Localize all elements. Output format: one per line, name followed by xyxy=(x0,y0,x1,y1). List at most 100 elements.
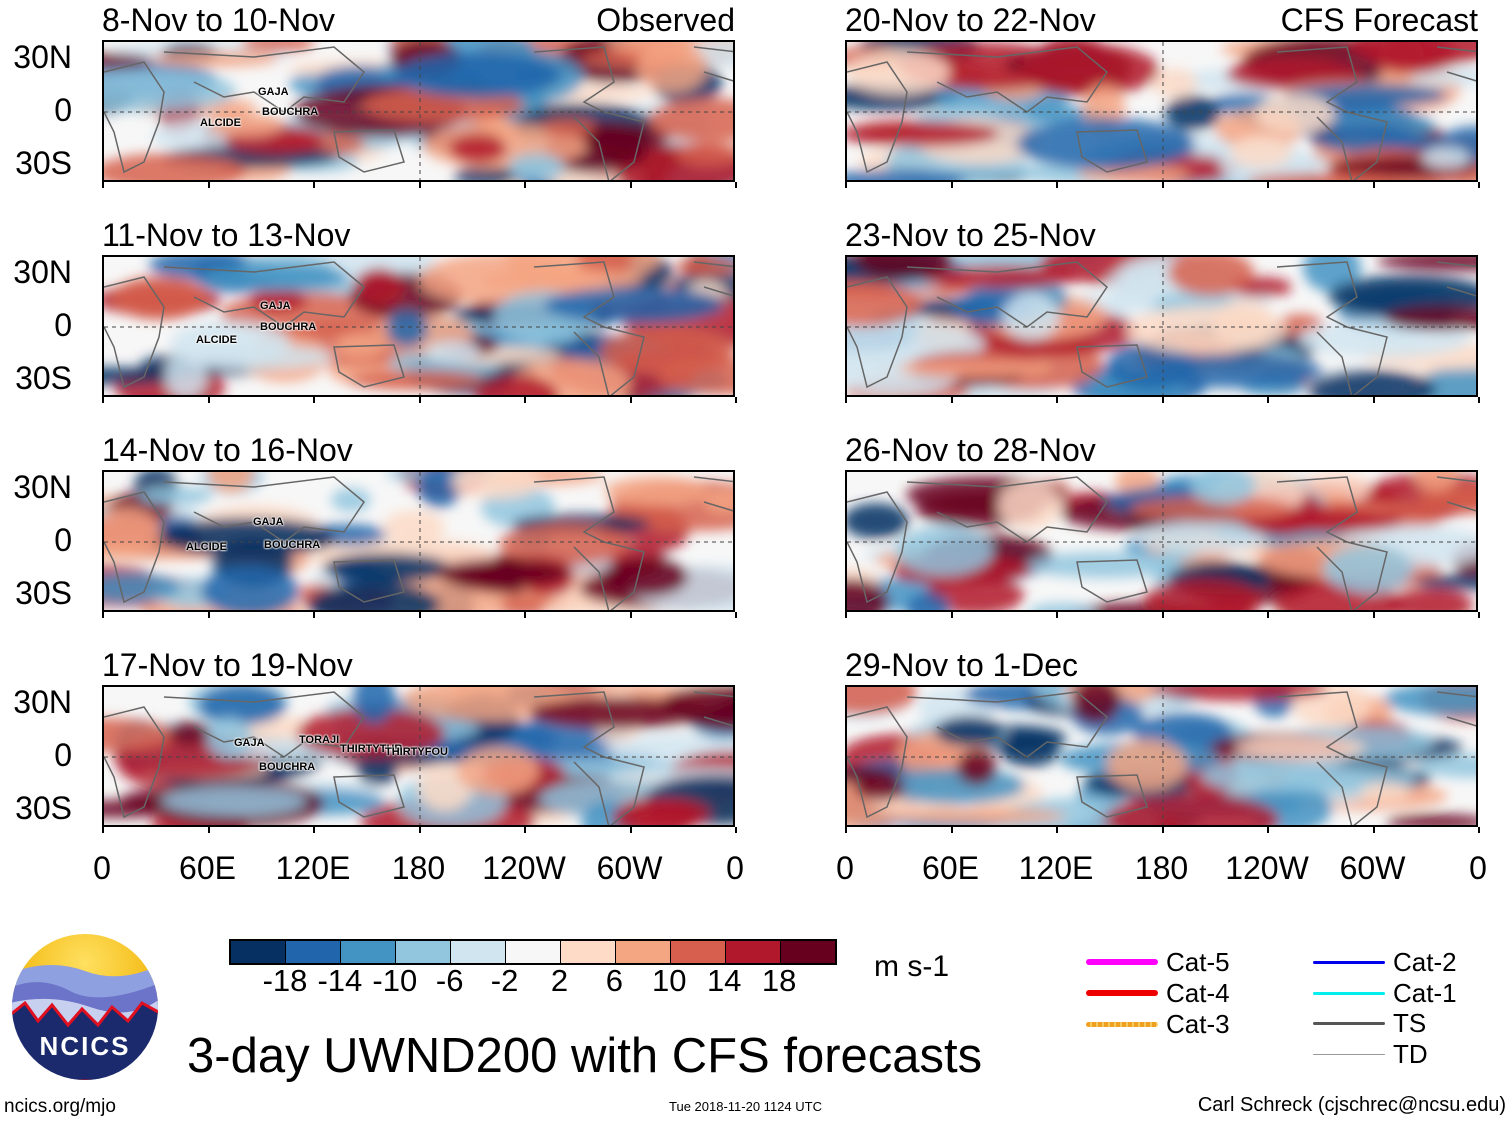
anomaly-blob xyxy=(198,687,286,725)
lon-tick xyxy=(1056,182,1058,188)
anomaly-blob xyxy=(161,786,307,816)
anomaly-blob xyxy=(847,579,889,610)
anomaly-blob xyxy=(104,507,161,557)
storm-label: TORAJI xyxy=(299,734,340,746)
panel-title: 14-Nov to 16-Nov xyxy=(102,432,353,468)
lon-tick xyxy=(950,612,953,618)
anomaly-blob xyxy=(1323,545,1413,593)
colorbar-swatch xyxy=(671,941,726,963)
coastline-americas xyxy=(533,691,645,825)
anomaly-blob xyxy=(529,697,705,729)
lon-tick xyxy=(845,612,847,618)
lon-tick xyxy=(950,182,953,188)
lon-tick xyxy=(102,827,104,833)
coastline-africa xyxy=(847,491,908,604)
anomaly-blob xyxy=(1386,814,1476,825)
lon-tick xyxy=(735,397,737,403)
anomaly-blob xyxy=(139,487,213,505)
lon-label: 0 xyxy=(726,850,744,886)
colorbar-label: 10 xyxy=(652,963,687,998)
lon-tick xyxy=(418,827,421,833)
coastline-africa xyxy=(104,491,165,604)
anomaly-blob xyxy=(847,281,921,327)
anomaly-blob xyxy=(1255,94,1335,134)
colorbar-label: -14 xyxy=(317,963,363,998)
lon-tick xyxy=(313,612,315,618)
anomaly-blob xyxy=(704,489,733,513)
anomaly-blob xyxy=(203,263,349,291)
lon-tick xyxy=(950,397,953,403)
anomaly-blob xyxy=(1017,118,1195,170)
coastline-asia xyxy=(906,476,1108,543)
coastline-americas xyxy=(533,261,645,395)
lon-tick xyxy=(629,827,632,833)
coastline-australia xyxy=(333,129,405,173)
lon-tick xyxy=(102,612,104,618)
anomaly-blob xyxy=(112,276,208,320)
anomaly-blob xyxy=(426,340,480,362)
lon-tick xyxy=(1478,397,1480,403)
lon-tick xyxy=(1267,612,1269,618)
legend-line-cat-4 xyxy=(1086,990,1158,996)
coastline-europe xyxy=(1436,691,1476,727)
anomaly-blob xyxy=(1130,496,1294,522)
anomaly-blob xyxy=(920,265,1080,289)
anomaly-blob xyxy=(241,42,315,52)
coastline-australia xyxy=(333,559,405,603)
lon-tick xyxy=(845,182,847,188)
anomaly-blob xyxy=(1135,521,1267,553)
figure-title: 3-day UWND200 with CFS forecasts xyxy=(187,1029,983,1083)
lon-label: 0 xyxy=(93,850,111,886)
anomaly-blob xyxy=(104,153,246,180)
coastline-europe xyxy=(1436,261,1476,297)
anomaly-blob xyxy=(675,258,733,276)
coastline-africa xyxy=(847,61,908,174)
colorbar-swatch xyxy=(561,941,616,963)
coastline-asia xyxy=(163,46,365,113)
legend-line-cat-1 xyxy=(1313,991,1385,995)
anomaly-blob xyxy=(1165,95,1221,131)
legend-label: TD xyxy=(1393,1039,1428,1069)
storm-label: BOUCHRA xyxy=(264,539,321,551)
lon-tick xyxy=(1372,827,1375,833)
coastline-australia xyxy=(1076,559,1148,603)
lon-tick xyxy=(1372,612,1375,618)
lon-tick xyxy=(418,612,421,618)
anomaly-blob xyxy=(151,51,279,67)
anomaly-blob xyxy=(354,268,404,306)
anomaly-blob xyxy=(1384,687,1476,716)
anomaly-blob xyxy=(1029,603,1095,610)
legend-label: Cat-1 xyxy=(1393,978,1457,1008)
anomaly-blob xyxy=(855,257,953,280)
lon-tick xyxy=(1161,827,1164,833)
anomaly-blob xyxy=(1107,740,1187,790)
coastline-europe xyxy=(693,46,733,82)
anomaly-blob xyxy=(847,687,917,715)
anomaly-blob xyxy=(457,747,539,795)
lon-tick xyxy=(418,397,421,403)
anomaly-blob xyxy=(926,575,1024,610)
anomaly-blob xyxy=(168,721,210,745)
lon-tick xyxy=(207,827,210,833)
panel-title: 17-Nov to 19-Nov xyxy=(102,647,353,683)
lon-tick xyxy=(735,612,737,618)
svg-text:NCICS: NCICS xyxy=(40,1031,131,1061)
lon-tick xyxy=(207,612,210,618)
anomaly-blob xyxy=(1249,510,1403,532)
ncics-logo: NCICS xyxy=(10,933,160,1081)
colorbar-label: 18 xyxy=(761,963,797,998)
anomaly-blob xyxy=(675,142,733,166)
coastline-americas xyxy=(1276,261,1388,395)
panel-title: 11-Nov to 13-Nov xyxy=(102,217,351,253)
storm-label: GAJA xyxy=(260,300,291,312)
lon-label: 120E xyxy=(275,850,351,886)
anomaly-blob xyxy=(508,153,564,180)
coastline-africa xyxy=(847,706,908,819)
lon-tick xyxy=(1372,182,1375,188)
anomaly-blob xyxy=(1190,472,1256,505)
coastline-asia xyxy=(906,46,1108,113)
colorbar-swatch xyxy=(341,941,396,963)
anomaly-blob xyxy=(1377,257,1476,271)
lon-tick xyxy=(629,182,632,188)
colorbar-label: 14 xyxy=(706,963,742,998)
